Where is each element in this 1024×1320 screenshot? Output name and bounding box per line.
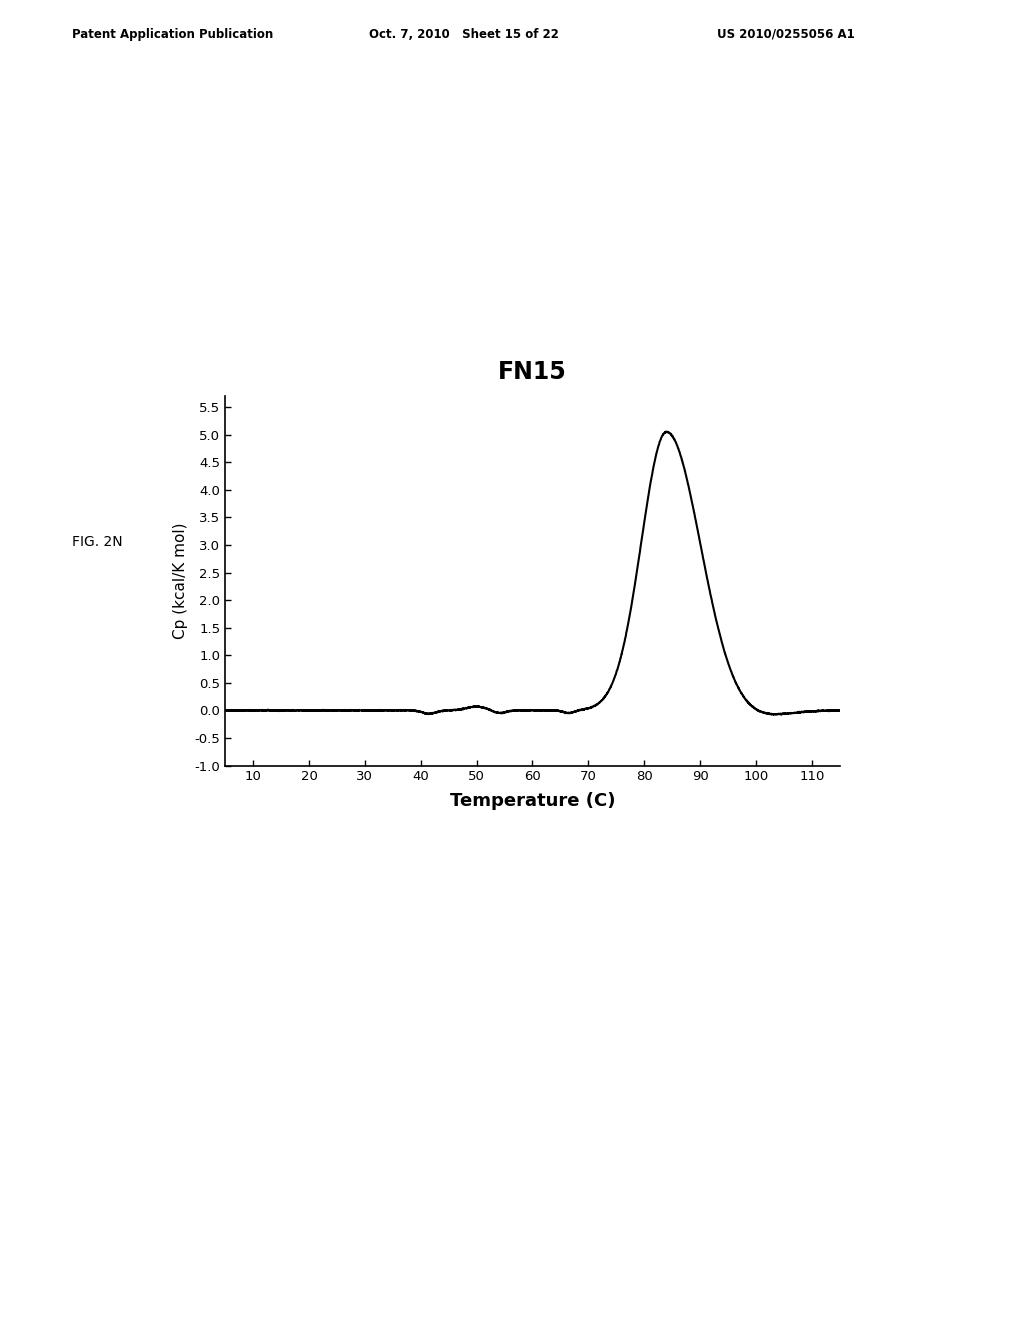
Text: Patent Application Publication: Patent Application Publication [72, 28, 273, 41]
Title: FN15: FN15 [498, 360, 567, 384]
Text: FIG. 2N: FIG. 2N [72, 535, 122, 549]
X-axis label: Temperature (C): Temperature (C) [450, 792, 615, 809]
Text: Oct. 7, 2010   Sheet 15 of 22: Oct. 7, 2010 Sheet 15 of 22 [369, 28, 558, 41]
Y-axis label: Cp (kcal/K mol): Cp (kcal/K mol) [173, 523, 187, 639]
Text: US 2010/0255056 A1: US 2010/0255056 A1 [717, 28, 855, 41]
